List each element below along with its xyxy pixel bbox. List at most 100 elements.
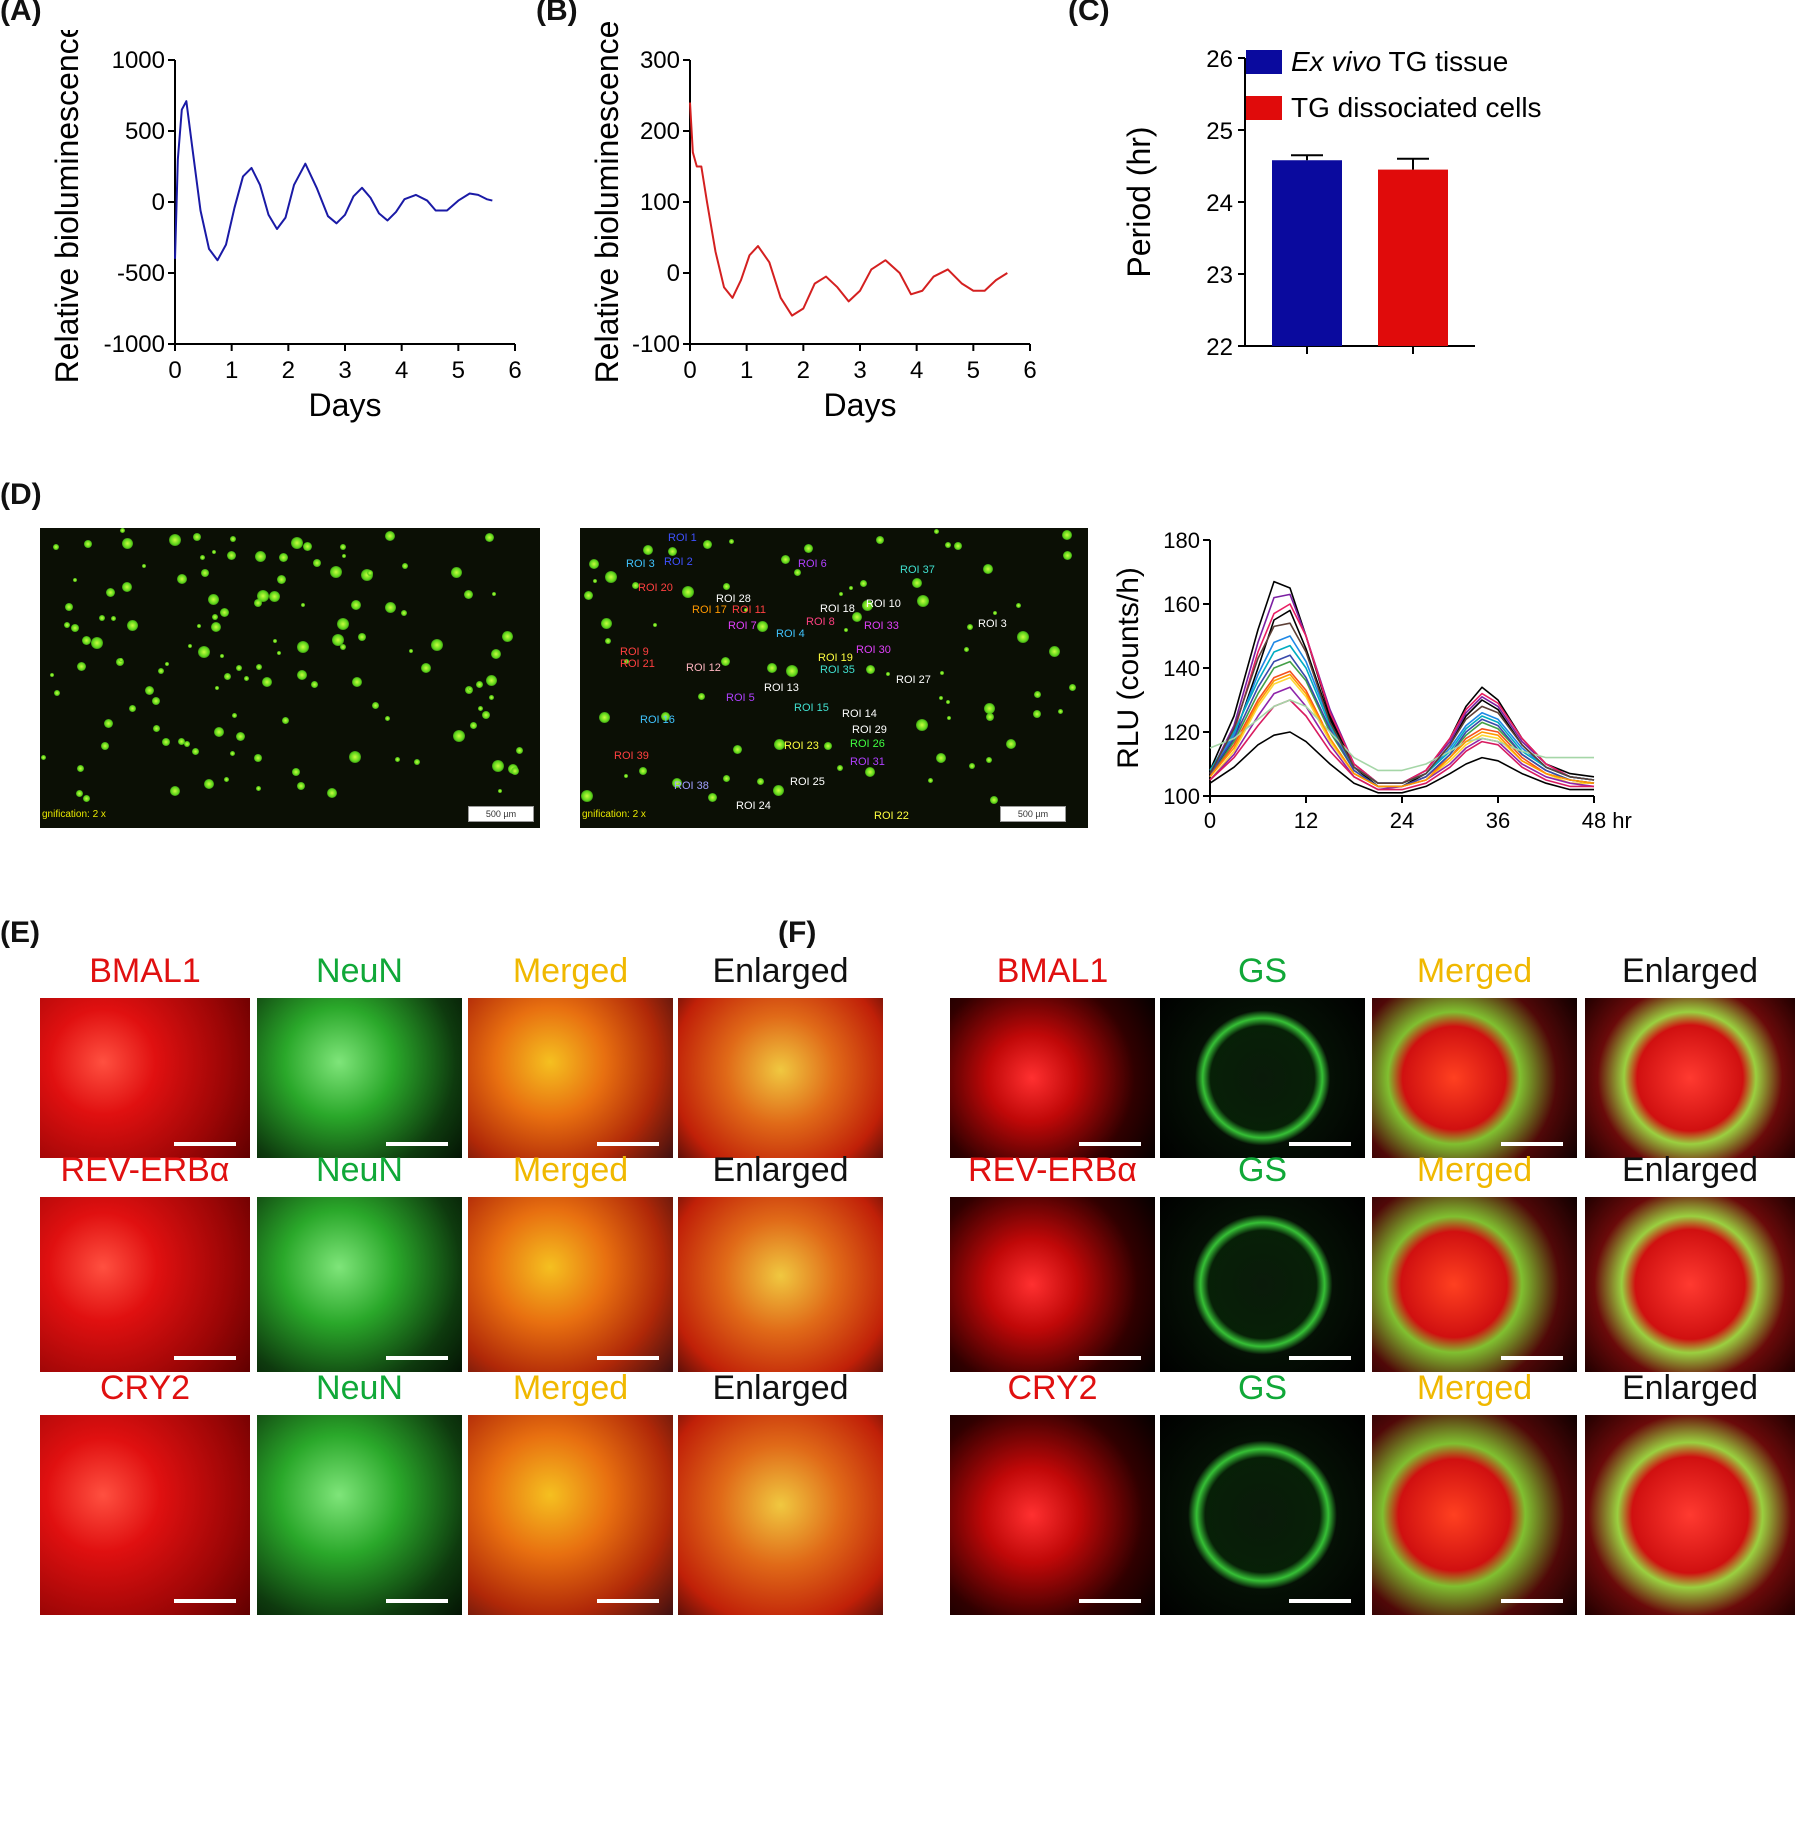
cell-dot <box>1033 710 1041 718</box>
cell-dot <box>986 757 992 763</box>
cell-dot <box>262 677 272 687</box>
cell-dot <box>824 742 832 750</box>
cell-dot <box>224 673 231 680</box>
cell-dot <box>120 528 125 533</box>
micrograph <box>950 1415 1155 1615</box>
cell-dot <box>385 716 390 721</box>
cell-dot <box>227 551 236 560</box>
cell-dot <box>482 711 490 719</box>
cell-dot <box>917 595 929 607</box>
cell-dot <box>395 757 400 762</box>
cell-dot <box>593 579 597 583</box>
series-line <box>1209 731 1594 794</box>
panel-label-a: (A) <box>0 0 42 27</box>
scale-bar: 500 µm <box>1000 806 1066 822</box>
cell-dot <box>184 741 190 747</box>
cell-dot <box>643 545 653 555</box>
scale-bar <box>1501 1356 1563 1360</box>
cell-dot <box>277 651 281 655</box>
cell-dot <box>1049 646 1060 657</box>
scale-bar: 500 µm <box>468 806 534 822</box>
scale-bar <box>1079 1356 1141 1360</box>
roi-label: ROI 35 <box>820 664 855 676</box>
row-label: REV-ERBα <box>968 1151 1137 1189</box>
panel-label-c: (C) <box>1068 0 1110 27</box>
y-axis-label: Relative bioluminescence <box>589 21 625 384</box>
cell-dot <box>939 696 943 700</box>
cell-dot <box>733 745 742 754</box>
roi-label: ROI 18 <box>820 603 855 615</box>
cell-dot <box>721 657 730 666</box>
cell-dot <box>165 662 169 666</box>
cell-dot <box>254 754 262 762</box>
cell-dot <box>313 559 321 567</box>
roi-label: ROI 38 <box>674 780 709 792</box>
y-tick-label: 180 <box>1163 528 1200 553</box>
cell-dot <box>661 712 670 721</box>
cell-dot <box>230 536 236 542</box>
micrograph <box>678 1415 883 1615</box>
cell-dot <box>653 623 657 627</box>
scale-bar <box>1289 1356 1351 1360</box>
cell-dot <box>969 763 975 769</box>
cell-dot <box>73 578 77 582</box>
cell-dot <box>886 672 890 676</box>
cell-dot <box>54 690 60 696</box>
cell-dot <box>729 539 734 544</box>
cell-dot <box>273 639 277 643</box>
y-tick-label: 120 <box>1163 720 1200 745</box>
cell-dot <box>340 644 346 650</box>
cell-dot <box>786 665 798 677</box>
y-tick-label: 500 <box>125 118 165 145</box>
y-tick-label: -100 <box>632 331 680 358</box>
cell-dot <box>53 544 59 550</box>
cell-dot <box>244 676 249 681</box>
cell-dot <box>220 654 224 658</box>
cell-dot <box>76 790 83 797</box>
micrograph <box>468 1415 673 1615</box>
cell-dot <box>301 603 305 607</box>
row-label: REV-ERBα <box>60 1151 230 1189</box>
cell-dot <box>297 782 305 790</box>
cell-dot <box>41 755 46 760</box>
micrograph <box>468 998 673 1158</box>
x-tick-label: 24 <box>1390 808 1414 833</box>
scale-bar <box>1079 1599 1141 1603</box>
roi-label: ROI 37 <box>900 564 935 576</box>
cell-dot <box>1016 603 1021 608</box>
cell-dot <box>409 649 413 653</box>
cell-dot <box>215 686 219 690</box>
legend-label-1: Ex vivo TG tissue <box>1291 46 1508 77</box>
x-tick-label: 2 <box>282 357 295 384</box>
cell-dot <box>214 727 224 737</box>
roi-label: ROI 27 <box>896 674 931 686</box>
cell-dot <box>116 658 124 666</box>
roi-label: ROI 10 <box>866 598 901 610</box>
cell-dot <box>1063 551 1072 560</box>
cell-dot <box>698 693 705 700</box>
cell-dot <box>129 705 136 712</box>
micrograph <box>1160 1415 1365 1615</box>
micrograph <box>40 1415 250 1615</box>
cell-dot <box>589 559 599 569</box>
cell-dot <box>639 767 647 775</box>
cell-dot <box>928 778 933 783</box>
column-label: Merged <box>1416 1151 1533 1189</box>
cell-dot <box>584 591 593 600</box>
scale-bar <box>1501 1142 1563 1146</box>
scale-bar <box>1289 1142 1351 1146</box>
micrograph <box>1372 998 1577 1158</box>
x-tick-label: 4 <box>910 357 923 384</box>
roi-label: ROI 23 <box>784 740 819 752</box>
cell-dot <box>145 686 154 695</box>
cell-dot <box>65 603 73 611</box>
cell-dot <box>1017 631 1029 643</box>
cell-dot <box>297 641 309 653</box>
roi-label: ROI 16 <box>640 714 675 726</box>
cell-dot <box>581 790 593 802</box>
cell-dot <box>297 670 307 680</box>
micrograph <box>1160 1197 1365 1372</box>
cell-dot <box>862 600 873 611</box>
cell-dot <box>349 751 361 763</box>
y-tick-label: 160 <box>1163 592 1200 617</box>
